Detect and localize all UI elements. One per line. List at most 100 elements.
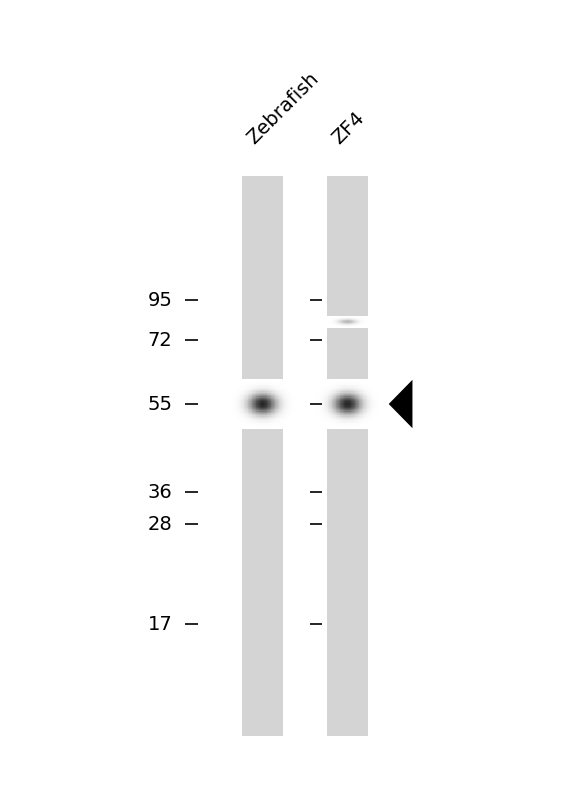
Bar [337,382,338,384]
Bar [352,424,353,426]
Bar [263,389,264,390]
Bar [345,417,346,418]
Bar [293,408,294,409]
Bar [320,426,321,428]
Bar [365,379,366,380]
Bar [292,382,293,384]
Bar [341,424,342,426]
Bar [375,428,376,429]
Bar [352,391,353,393]
Bar [356,420,357,422]
Bar [238,385,239,386]
Bar [326,394,327,395]
Bar [343,385,344,386]
Bar [263,422,264,423]
Bar [337,415,338,417]
Bar [344,399,345,400]
Bar [323,424,324,426]
Bar [343,390,344,391]
Bar [253,402,254,404]
Bar [333,411,334,413]
Bar [350,414,351,415]
Bar [369,409,370,410]
Bar [273,409,274,410]
Bar [352,418,353,419]
Bar [319,386,320,388]
Bar [319,399,320,400]
Bar [279,391,280,393]
Bar [359,410,360,411]
Bar [344,388,345,389]
Bar [293,426,294,428]
Bar [255,390,257,391]
Bar [231,386,232,388]
Bar [365,395,366,397]
Bar [284,417,285,418]
Bar [262,390,263,391]
Bar [327,410,328,411]
Bar [373,395,375,397]
Bar [236,397,237,398]
Bar [232,393,233,394]
Bar [327,176,368,736]
Bar [261,380,262,382]
Bar [266,422,267,423]
Bar [239,398,240,399]
Bar [281,382,282,384]
Bar [234,423,235,424]
Bar [268,423,269,424]
Bar [341,428,342,429]
Bar [337,406,338,408]
Bar [336,414,337,415]
Bar [336,409,337,410]
Bar [265,415,266,417]
Bar [337,398,338,399]
Bar [274,428,275,429]
Bar [273,406,274,408]
Bar [326,419,327,420]
Bar [316,417,318,418]
Bar [282,428,284,429]
Bar [277,415,278,417]
Bar [360,409,361,410]
Bar [322,423,323,424]
Bar [276,409,277,410]
Bar [316,411,318,413]
Bar [247,419,249,420]
Bar [320,380,321,382]
Bar [344,402,345,404]
Bar [337,420,338,422]
Bar [274,424,275,426]
Bar [241,390,242,391]
Bar [363,397,364,398]
Bar [345,402,346,404]
Bar [232,391,233,393]
Bar [333,394,334,395]
Bar [331,414,332,415]
Bar [278,413,279,414]
Bar [357,414,358,415]
Bar [357,406,358,408]
Bar [257,397,258,398]
Bar [241,395,242,397]
Bar [362,404,363,406]
Bar [338,382,339,384]
Bar [281,400,282,402]
Bar [320,394,321,395]
Bar [332,414,333,415]
Bar [284,426,285,428]
Bar [273,411,274,413]
Bar [278,411,279,413]
Bar [354,397,355,398]
Bar [338,393,339,394]
Bar [262,394,263,395]
Bar [250,409,251,410]
Bar [369,415,370,417]
Bar [316,394,318,395]
Bar [285,428,286,429]
Bar [275,388,276,389]
Bar [363,417,364,418]
Bar [350,390,351,391]
Bar [265,397,266,398]
Bar [262,423,263,424]
